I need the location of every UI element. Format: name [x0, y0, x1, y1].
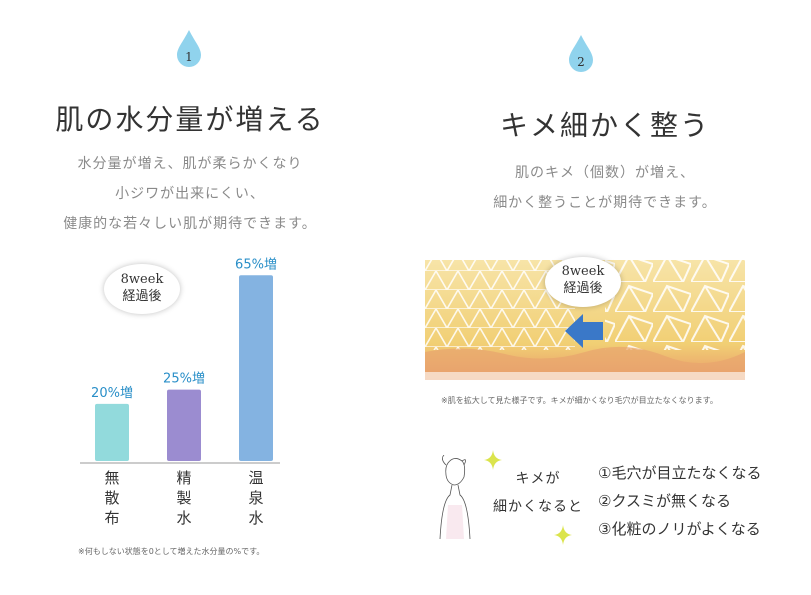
result-item: ①毛穴が目立たなくなる: [598, 464, 762, 482]
result-item: ③化粧のノリがよくなる: [598, 520, 761, 538]
page-title: 肌の水分量が増える: [55, 103, 325, 136]
data-label-0: 20%増: [91, 386, 133, 401]
lead-line: 細かくなると: [493, 499, 583, 515]
water-drop-icon: 1: [177, 30, 201, 67]
bubble-text: 8week 経過後: [104, 271, 180, 305]
sparkle-icon: [484, 450, 502, 470]
description-line: 肌のキメ（個数）が増え、: [515, 165, 695, 181]
page-title: キメ細かく整う: [499, 109, 710, 142]
result-list: ①毛穴が目立たなくなる ②クスミが無くなる ③化粧のノリがよくなる: [598, 459, 761, 543]
speech-bubble: [104, 264, 180, 314]
step-number: 2: [577, 55, 585, 69]
left-panel: 1 肌の水分量が増える 水分量が増え、肌が柔らかくなり 小ジワが出来にくい、 健…: [0, 0, 380, 595]
category-label-0: 無散布: [104, 469, 120, 527]
speech-bubble: [545, 257, 621, 307]
bar-0: [95, 403, 129, 461]
bar-chart: 20%増 25%増 65%増: [80, 257, 280, 464]
bar-2: [239, 275, 273, 461]
bubble-text: 8week 経過後: [545, 263, 621, 297]
bubble-line: 経過後: [122, 289, 162, 304]
data-label-2: 65%増: [235, 257, 277, 272]
description-line: 細かく整うことが期待できます。: [493, 195, 717, 211]
category-label-2: 温泉水: [248, 469, 264, 527]
bubble-line: 8week: [120, 272, 164, 287]
bubble-line: 経過後: [563, 281, 603, 296]
bar-1: [167, 389, 201, 461]
woman-illustration-icon: [439, 455, 471, 540]
bubble-line: 8week: [561, 264, 605, 279]
footnote: ※何もしない状態を0として増えた水分量の%です。: [78, 547, 265, 556]
description-line: 水分量が増え、肌が柔らかくなり: [77, 156, 303, 172]
lead-line: キメが: [515, 471, 561, 487]
description-line: 小ジワが出来にくい、: [115, 186, 265, 202]
step-number: 1: [185, 50, 193, 64]
footnote: ※肌を拡大して見た様子です。キメが細かくなり毛穴が目立たなくなります。: [441, 396, 718, 405]
category-label-1: 精製水: [176, 469, 192, 527]
result-lead: キメが 細かくなると: [488, 465, 588, 521]
skin-texture-illustration: [425, 260, 745, 380]
data-label-1: 25%増: [163, 372, 205, 387]
description: 水分量が増え、肌が柔らかくなり 小ジワが出来にくい、 健康的な若々しい肌が期待で…: [0, 149, 380, 239]
water-drop-icon: 2: [569, 35, 593, 72]
description: 肌のキメ（個数）が増え、 細かく整うことが期待できます。: [405, 158, 805, 218]
result-item: ②クスミが無くなる: [598, 492, 731, 510]
sparkle-icon: [554, 525, 572, 545]
description-line: 健康的な若々しい肌が期待できます。: [63, 216, 317, 232]
arrow-left-icon: [565, 314, 603, 348]
